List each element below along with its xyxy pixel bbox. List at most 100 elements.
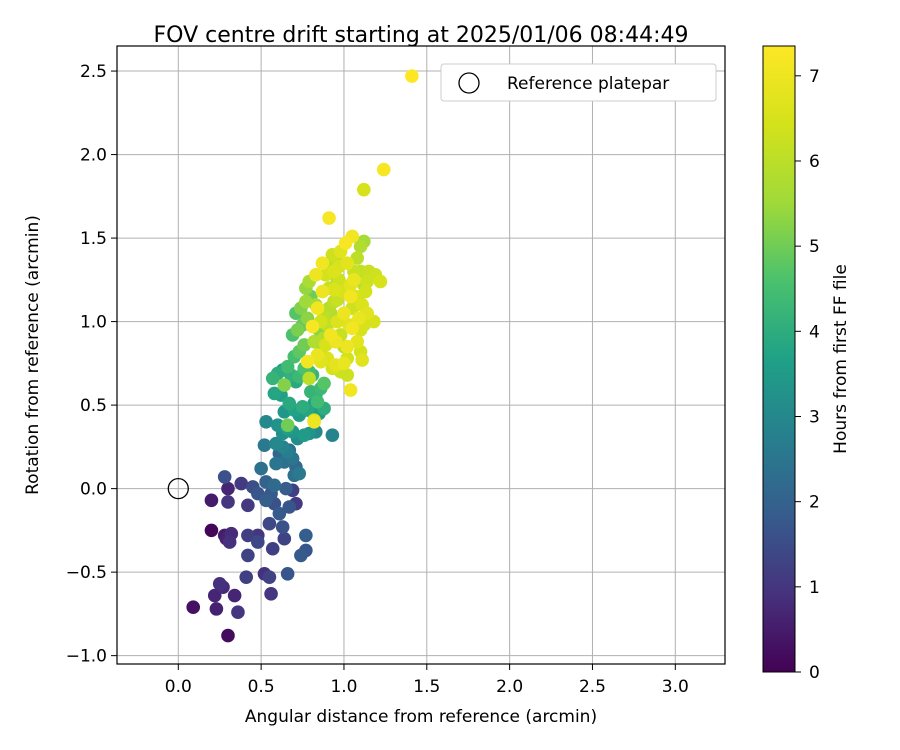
colorbar-ticks: 0 1 2 3 4 5 6 7	[795, 67, 820, 683]
x-tick-label: 1.5	[413, 677, 440, 697]
data-point	[352, 311, 366, 326]
colorbar-tick-label: 0	[809, 663, 820, 683]
data-point	[217, 470, 232, 484]
y-tick-label: 0.0	[80, 480, 107, 500]
data-point	[345, 321, 360, 336]
data-point	[322, 211, 336, 225]
x-tick-label: 2.5	[579, 677, 606, 697]
data-point	[315, 256, 330, 270]
data-point	[207, 588, 222, 603]
data-point	[267, 478, 282, 493]
data-point	[241, 498, 255, 513]
data-point	[221, 495, 235, 509]
data-point	[280, 359, 295, 374]
data-point	[337, 306, 351, 321]
data-point	[257, 438, 272, 452]
y-tick-label: 2.0	[80, 146, 107, 166]
data-point	[212, 577, 227, 591]
data-point	[222, 535, 237, 549]
data-point	[357, 182, 371, 197]
data-point	[221, 481, 235, 496]
data-point	[267, 386, 282, 401]
x-tick-label: 2.0	[496, 677, 523, 697]
x-tick-label: 3.0	[662, 677, 689, 697]
colorbar-tick-label: 2	[809, 493, 820, 513]
chart-title: FOV centre drift starting at 2025/01/06 …	[154, 23, 689, 48]
data-point	[327, 283, 341, 297]
colorbar-tick-label: 4	[809, 322, 820, 342]
data-point	[204, 523, 219, 538]
data-point	[300, 354, 315, 369]
y-tick-label: 1.0	[80, 313, 107, 333]
grid-lines	[117, 46, 725, 664]
data-point	[282, 396, 297, 411]
data-point	[310, 301, 325, 316]
data-point	[254, 461, 268, 476]
data-point	[239, 570, 254, 584]
data-point	[227, 588, 242, 603]
data-point	[259, 415, 273, 429]
data-point	[262, 516, 277, 531]
legend-marker-icon	[458, 72, 480, 94]
data-point	[282, 500, 297, 514]
data-point	[269, 436, 283, 451]
reference-marker	[167, 477, 189, 500]
data-point	[340, 256, 355, 270]
data-point	[251, 535, 265, 549]
data-point	[325, 428, 340, 442]
data-point	[262, 570, 277, 584]
data-point	[241, 528, 255, 543]
data-point	[310, 348, 325, 362]
y-axis-label: Rotation from reference (arcmin)	[23, 215, 43, 495]
data-points	[186, 69, 419, 643]
data-point	[241, 548, 255, 563]
y-tick-label: −1.0	[66, 647, 107, 667]
colorbar-label: Hours from first FF file	[831, 264, 851, 454]
data-point	[279, 481, 293, 496]
colorbar-tick-label: 6	[809, 152, 820, 172]
x-tick-label: 0.0	[165, 677, 192, 697]
data-point	[310, 394, 325, 409]
data-point	[305, 319, 320, 334]
colorbar: 0 1 2 3 4 5 6 7 Hours from first FF file	[762, 45, 851, 683]
data-point	[309, 268, 323, 282]
data-point	[373, 274, 388, 289]
colorbar-gradient	[762, 45, 796, 673]
data-point	[343, 289, 358, 304]
data-point	[259, 493, 273, 508]
data-point	[269, 456, 283, 471]
legend: Reference platepar	[440, 63, 717, 102]
data-point	[264, 587, 278, 601]
y-axis-ticks: −1.0 −0.5 0.0 0.5 1.0 1.5 2.0 2.5	[66, 62, 117, 667]
data-point	[338, 236, 353, 250]
data-point	[299, 528, 313, 543]
colorbar-tick-label: 3	[809, 407, 820, 427]
data-point	[340, 368, 355, 382]
data-point	[340, 339, 355, 354]
plot-frame	[116, 45, 726, 665]
data-point	[265, 541, 280, 556]
data-point	[221, 628, 235, 643]
colorbar-tick-label: 1	[809, 578, 820, 598]
data-point	[405, 69, 419, 83]
data-point	[337, 356, 351, 371]
data-point	[280, 418, 295, 432]
legend-box	[440, 63, 717, 102]
data-point	[186, 600, 201, 615]
data-point	[376, 162, 391, 177]
y-tick-label: 1.5	[80, 229, 107, 249]
data-point	[323, 328, 338, 342]
data-point	[355, 353, 369, 367]
data-point	[302, 371, 316, 386]
data-point	[277, 531, 292, 546]
data-point	[277, 378, 292, 392]
data-point	[234, 476, 249, 491]
reference-platepar-marker	[167, 477, 189, 500]
data-point	[297, 428, 312, 442]
data-point	[292, 466, 307, 481]
x-axis-ticks: 0.0 0.5 1.0 1.5 2.0 2.5 3.0	[165, 664, 689, 697]
data-point	[347, 273, 361, 287]
data-point	[231, 605, 245, 620]
data-point	[343, 383, 358, 397]
